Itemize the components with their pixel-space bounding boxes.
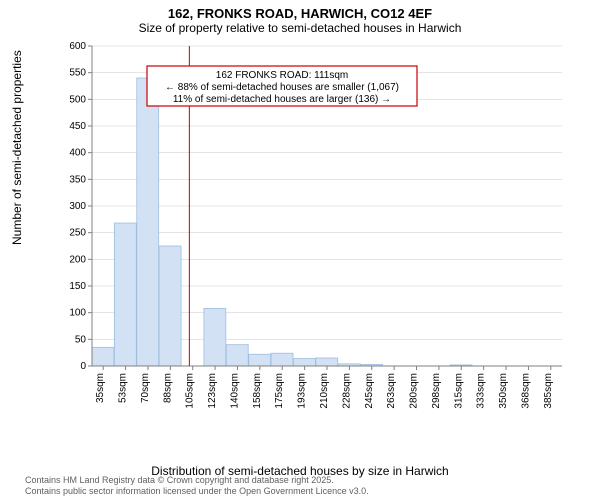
- svg-text:200: 200: [69, 254, 86, 265]
- svg-text:250: 250: [69, 228, 86, 239]
- svg-text:245sqm: 245sqm: [364, 373, 375, 409]
- svg-text:280sqm: 280sqm: [409, 373, 420, 409]
- svg-text:150: 150: [69, 281, 86, 292]
- y-axis-label: Number of semi-detached properties: [10, 50, 24, 245]
- svg-text:210sqm: 210sqm: [319, 373, 330, 409]
- svg-text:140sqm: 140sqm: [229, 373, 240, 409]
- footer-text: Contains HM Land Registry data © Crown c…: [25, 475, 369, 497]
- svg-text:228sqm: 228sqm: [341, 373, 352, 409]
- svg-text:162 FRONKS ROAD: 111sqm: 162 FRONKS ROAD: 111sqm: [216, 70, 348, 81]
- svg-text:263sqm: 263sqm: [386, 373, 397, 409]
- page-title: 162, FRONKS ROAD, HARWICH, CO12 4EF: [0, 6, 600, 21]
- svg-text:158sqm: 158sqm: [252, 373, 263, 409]
- svg-text:53sqm: 53sqm: [118, 373, 129, 403]
- svg-text:350sqm: 350sqm: [498, 373, 509, 409]
- svg-text:350: 350: [69, 174, 86, 185]
- svg-text:500: 500: [69, 94, 86, 105]
- svg-text:450: 450: [69, 121, 86, 132]
- histogram-chart: 0 50 100 150 200 250 300 350 400 450 500 550 600 35s…: [62, 41, 572, 416]
- svg-text:368sqm: 368sqm: [520, 373, 531, 409]
- svg-text:193sqm: 193sqm: [297, 373, 308, 409]
- svg-text:298sqm: 298sqm: [431, 373, 442, 409]
- svg-text:333sqm: 333sqm: [476, 373, 487, 409]
- footer-line1: Contains HM Land Registry data © Crown c…: [25, 475, 369, 486]
- svg-text:100: 100: [69, 308, 86, 319]
- svg-text:385sqm: 385sqm: [543, 373, 554, 409]
- svg-text:315sqm: 315sqm: [453, 373, 464, 409]
- footer-line2: Contains public sector information licen…: [25, 486, 369, 497]
- svg-text:11% of semi-detached houses ar: 11% of semi-detached houses are larger (…: [173, 94, 391, 105]
- svg-text:175sqm: 175sqm: [274, 373, 285, 409]
- page-subtitle: Size of property relative to semi-detach…: [0, 21, 600, 35]
- svg-text:70sqm: 70sqm: [140, 373, 151, 403]
- svg-text:123sqm: 123sqm: [207, 373, 218, 409]
- svg-text:300: 300: [69, 201, 86, 212]
- svg-text:0: 0: [80, 361, 86, 372]
- svg-text:← 88% of semi-detached houses: ← 88% of semi-detached houses are smalle…: [165, 82, 399, 93]
- svg-text:600: 600: [69, 41, 86, 52]
- svg-text:400: 400: [69, 148, 86, 159]
- svg-text:35sqm: 35sqm: [95, 373, 106, 403]
- svg-text:88sqm: 88sqm: [162, 373, 173, 403]
- svg-text:550: 550: [69, 68, 86, 79]
- svg-text:50: 50: [75, 334, 87, 345]
- svg-text:105sqm: 105sqm: [185, 373, 196, 409]
